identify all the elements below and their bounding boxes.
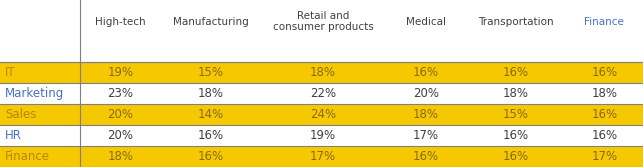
Text: 16%: 16%: [503, 129, 529, 142]
Text: Finance: Finance: [584, 17, 624, 27]
Text: 19%: 19%: [310, 129, 336, 142]
Text: 17%: 17%: [592, 150, 617, 163]
Bar: [0, 62, 643, 83]
Text: 16%: 16%: [503, 66, 529, 79]
Text: 19%: 19%: [107, 66, 134, 79]
Text: HR: HR: [5, 129, 22, 142]
Bar: [0, 83, 643, 104]
Text: 20%: 20%: [413, 87, 439, 100]
Text: 20%: 20%: [107, 108, 134, 121]
Text: 18%: 18%: [413, 108, 439, 121]
Text: 20%: 20%: [107, 129, 134, 142]
Text: Sales: Sales: [5, 108, 37, 121]
Text: 18%: 18%: [503, 87, 529, 100]
Text: Medical: Medical: [406, 17, 446, 27]
Text: 16%: 16%: [592, 129, 617, 142]
Text: Marketing: Marketing: [5, 87, 64, 100]
Text: 16%: 16%: [413, 150, 439, 163]
Text: 18%: 18%: [107, 150, 134, 163]
Text: Manufacturing: Manufacturing: [173, 17, 248, 27]
Text: 23%: 23%: [107, 87, 134, 100]
Text: 16%: 16%: [592, 66, 617, 79]
Text: Transportation: Transportation: [478, 17, 554, 27]
Bar: [0, 125, 643, 146]
Text: 16%: 16%: [592, 108, 617, 121]
Text: 17%: 17%: [413, 129, 439, 142]
Text: 16%: 16%: [197, 129, 224, 142]
Text: 22%: 22%: [310, 87, 336, 100]
Text: 15%: 15%: [197, 66, 224, 79]
Text: 16%: 16%: [197, 150, 224, 163]
Text: Retail and
consumer products: Retail and consumer products: [273, 11, 374, 32]
Bar: [0, 104, 643, 125]
Text: 18%: 18%: [197, 87, 224, 100]
Text: 18%: 18%: [310, 66, 336, 79]
Text: 14%: 14%: [197, 108, 224, 121]
Text: 24%: 24%: [310, 108, 336, 121]
Text: 18%: 18%: [592, 87, 617, 100]
Text: 16%: 16%: [413, 66, 439, 79]
Text: 16%: 16%: [503, 150, 529, 163]
Text: Finance: Finance: [5, 150, 50, 163]
Text: 15%: 15%: [503, 108, 529, 121]
Text: High-tech: High-tech: [95, 17, 146, 27]
Text: IT: IT: [5, 66, 16, 79]
Text: 17%: 17%: [310, 150, 336, 163]
Bar: [0, 146, 643, 167]
